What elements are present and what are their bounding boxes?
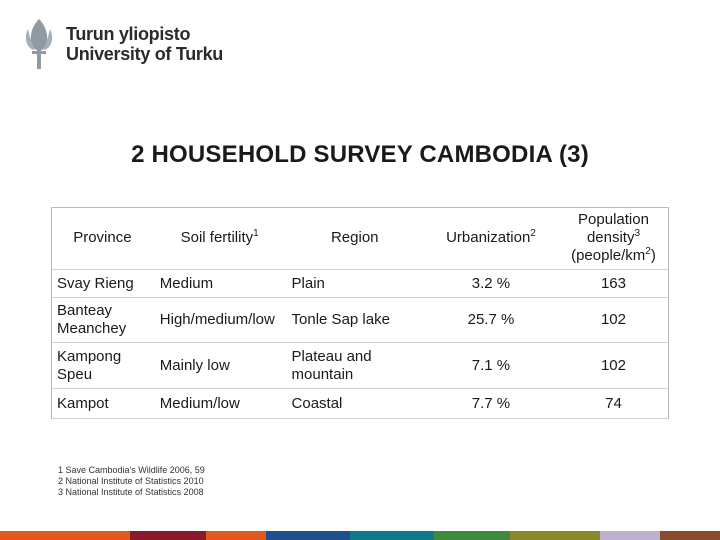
header-density-line1: Population [578,211,649,228]
color-stripe-segment [206,531,266,540]
color-stripe-segment [0,531,130,540]
logo-line-english: University of Turku [66,44,223,64]
footnotes: 1 Save Cambodia's Wildlife 2006, 59 2 Na… [58,465,205,498]
table-row: Banteay Meanchey High/medium/low Tonle S… [51,297,669,343]
cell-region: Plain [285,269,424,298]
footnote-2: 2 National Institute of Statistics 2010 [58,476,204,486]
survey-table: Province Soil fertility1 Region Urbaniza… [51,207,669,419]
table-header-row: Province Soil fertility1 Region Urbaniza… [51,207,669,270]
logo-line-finnish: Turun yliopisto [66,24,191,44]
cell-soil: Medium [153,269,286,298]
table-row: Kampot Medium/low Coastal 7.7 % 74 [51,388,669,419]
cell-urbanization: 25.7 % [423,297,558,343]
header-urbanization-label: Urbanization [446,229,531,246]
header-density-unit-close: ) [650,247,656,264]
table-row: Kampong Speu Mainly low Plateau and moun… [51,342,669,389]
header-density-footnote: 3 [634,228,641,239]
torch-emblem-icon [25,19,53,69]
header-population-density: Population density3 (people/km2) [557,207,669,270]
cell-density: 102 [557,342,669,389]
header-density-unit-exp: 2 [645,246,651,257]
header-soil-label: Soil fertility [180,229,254,246]
cell-region: Coastal [285,388,424,419]
color-stripe-segment [600,531,660,540]
color-stripe-segment [266,531,350,540]
cell-soil: Medium/low [153,388,286,419]
cell-region: Tonle Sap lake [285,297,424,343]
header-region: Region [285,207,424,270]
cell-region: Plateau and mountain [285,342,424,389]
cell-province: Kampong Speu [51,342,154,389]
cell-urbanization: 7.1 % [423,342,558,389]
table-row: Svay Rieng Medium Plain 3.2 % 163 [51,269,669,298]
color-stripe-segment [434,531,510,540]
header-density-line2: density [586,229,635,246]
header-density-unit: (people/km [571,247,646,264]
cell-province: Banteay Meanchey [51,297,154,343]
color-stripe-segment [660,531,720,540]
header-urbanization: Urbanization2 [423,207,558,270]
color-stripe-segment [130,531,206,540]
cell-urbanization: 7.7 % [423,388,558,419]
header-soil-footnote: 1 [253,228,259,239]
color-stripe-bar [0,531,720,540]
university-logo: Turun yliopisto University of Turku [22,16,223,72]
header-soil-fertility: Soil fertility1 [153,207,286,270]
cell-soil: Mainly low [153,342,286,389]
header-province: Province [51,207,154,270]
logo-wordmark: Turun yliopisto University of Turku [66,24,223,64]
slide-title: 2 HOUSEHOLD SURVEY CAMBODIA (3) [131,141,589,168]
cell-province: Svay Rieng [51,269,154,298]
table-border-left [51,207,52,419]
cell-density: 163 [557,269,669,298]
cell-density: 74 [557,388,669,419]
footnote-1: 1 Save Cambodia's Wildlife 2006, 59 [58,465,205,475]
table-border-right [668,207,669,419]
cell-density: 102 [557,297,669,343]
cell-urbanization: 3.2 % [423,269,558,298]
cell-soil: High/medium/low [153,297,286,343]
color-stripe-segment [350,531,434,540]
cell-province: Kampot [51,388,154,419]
color-stripe-segment [510,531,600,540]
header-urbanization-footnote: 2 [530,228,536,239]
footnote-3: 3 National Institute of Statistics 2008 [58,487,204,497]
table-border-top [51,207,669,208]
